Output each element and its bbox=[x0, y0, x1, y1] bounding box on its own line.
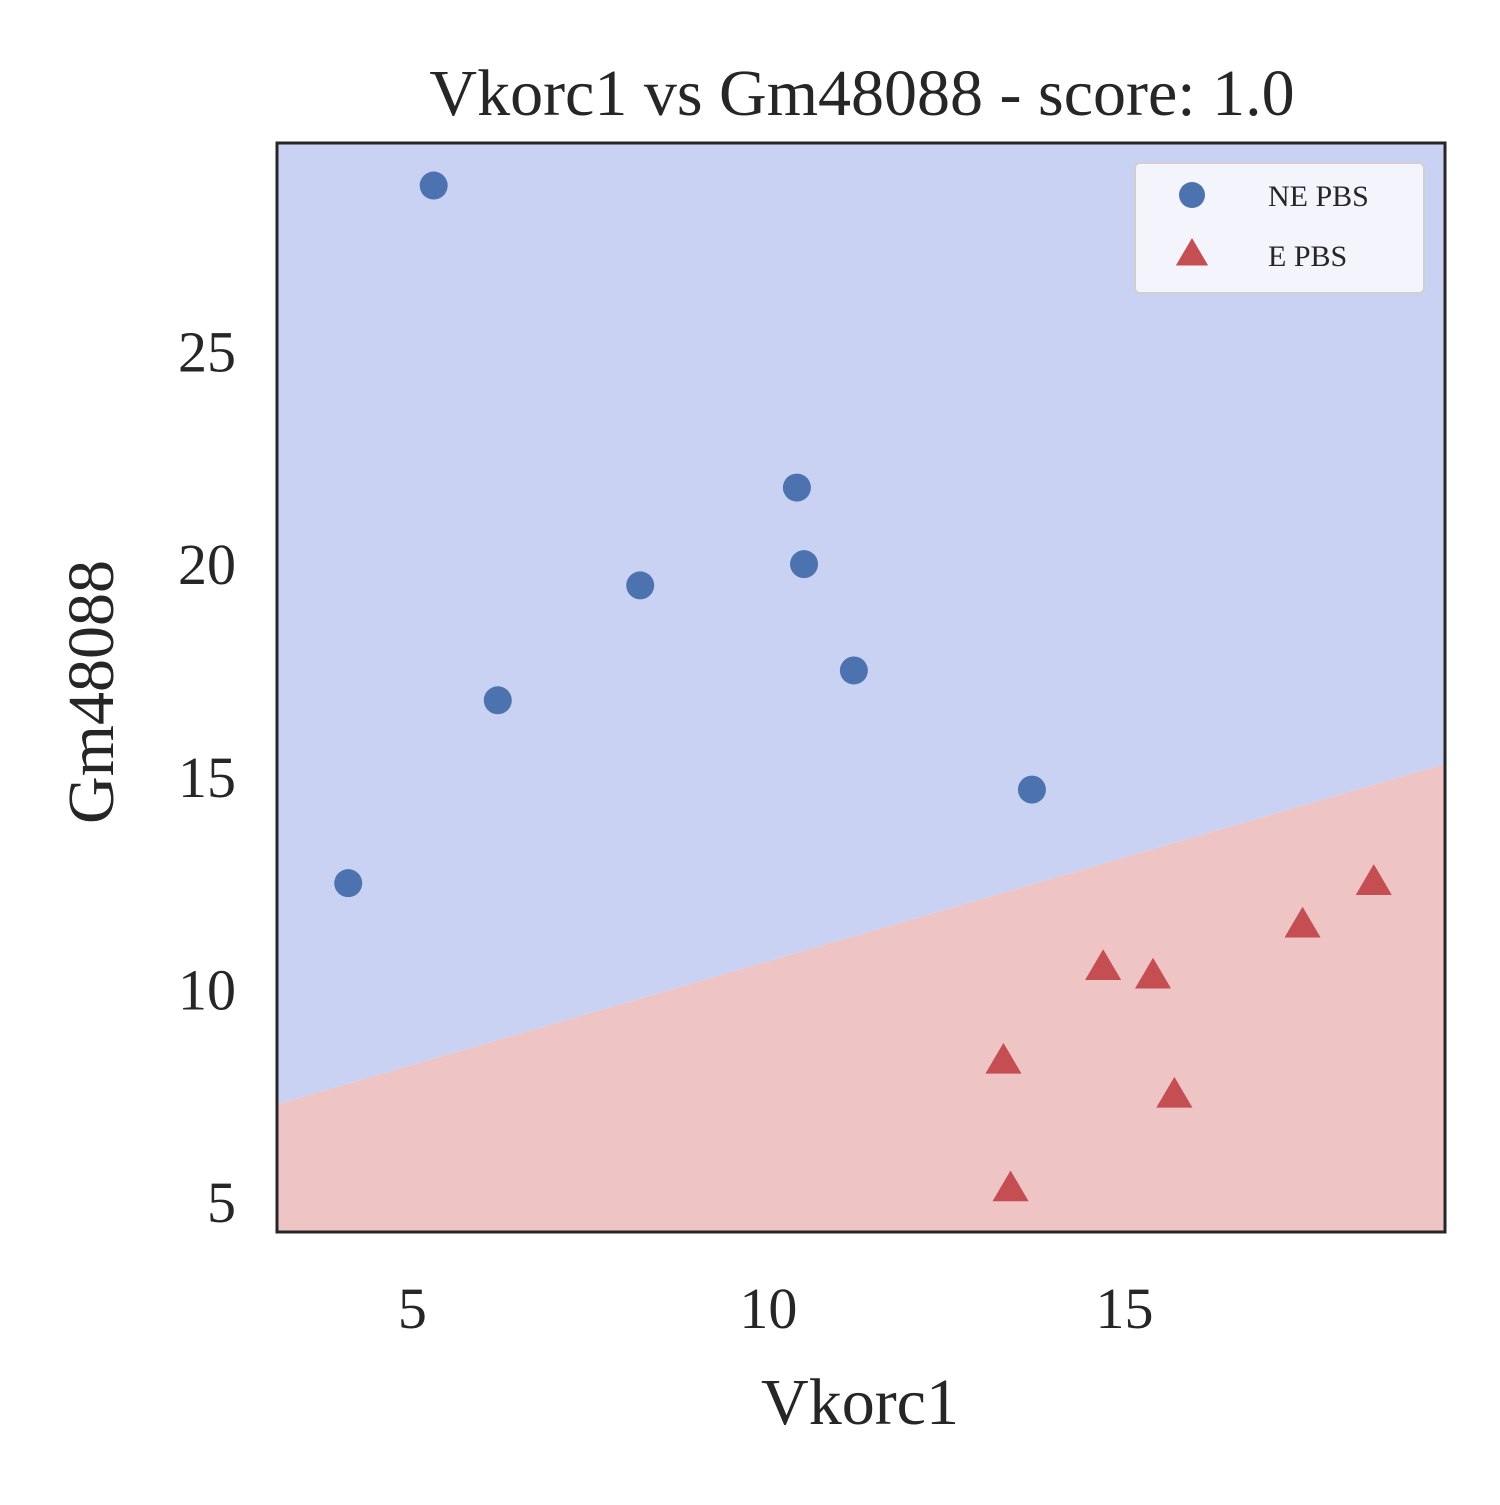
point-ne-pbs-2 bbox=[782, 473, 811, 502]
y-tick-label: 25 bbox=[178, 319, 236, 384]
x-tick-label: 15 bbox=[1096, 1276, 1154, 1341]
x-tick-label: 5 bbox=[398, 1276, 427, 1341]
legend-marker-ne-pbs bbox=[1179, 182, 1205, 208]
point-ne-pbs-1 bbox=[419, 171, 448, 200]
point-e-pbs-4 bbox=[1134, 957, 1172, 989]
point-ne-pbs-5 bbox=[839, 656, 868, 685]
point-ne-pbs-3 bbox=[790, 550, 819, 579]
region-e-pbs bbox=[277, 764, 1445, 1232]
x-tick-label: 10 bbox=[739, 1276, 797, 1341]
point-e-pbs-5 bbox=[985, 1042, 1022, 1074]
point-e-pbs-1 bbox=[1355, 864, 1392, 895]
y-axis-ticks: 5 10 15 20 25 bbox=[178, 319, 236, 1235]
legend-label-e-pbs: E PBS bbox=[1268, 240, 1347, 273]
point-ne-pbs-4 bbox=[626, 571, 655, 600]
plot-frame bbox=[275, 141, 1447, 1234]
point-e-pbs-6 bbox=[1156, 1076, 1193, 1108]
data-points bbox=[334, 171, 1392, 1202]
point-ne-pbs-7 bbox=[1017, 775, 1046, 804]
y-tick-label: 15 bbox=[178, 745, 236, 810]
legend-label-ne-pbs: NE PBS bbox=[1268, 180, 1369, 213]
point-e-pbs-3 bbox=[1085, 949, 1122, 981]
chart-title: Vkorc1 vs Gm48088 - score: 1.0 bbox=[429, 57, 1294, 130]
legend-marker-e-pbs bbox=[1175, 238, 1209, 266]
point-e-pbs-2 bbox=[1284, 906, 1321, 938]
x-axis-label: Vkorc1 bbox=[761, 1366, 959, 1439]
legend-box bbox=[1134, 162, 1425, 294]
y-tick-label: 20 bbox=[178, 532, 236, 597]
point-e-pbs-7 bbox=[992, 1170, 1029, 1202]
legend: NE PBS E PBS bbox=[1134, 162, 1425, 294]
region-ne-pbs bbox=[277, 143, 1445, 1105]
y-tick-label: 5 bbox=[207, 1170, 236, 1235]
x-axis-ticks: 5 10 15 bbox=[398, 1276, 1154, 1341]
y-tick-label: 10 bbox=[178, 958, 236, 1023]
y-axis-label: Gm48088 bbox=[55, 560, 128, 824]
point-ne-pbs-8 bbox=[334, 869, 363, 898]
decision-regions bbox=[277, 143, 1445, 1232]
point-ne-pbs-6 bbox=[483, 686, 512, 715]
